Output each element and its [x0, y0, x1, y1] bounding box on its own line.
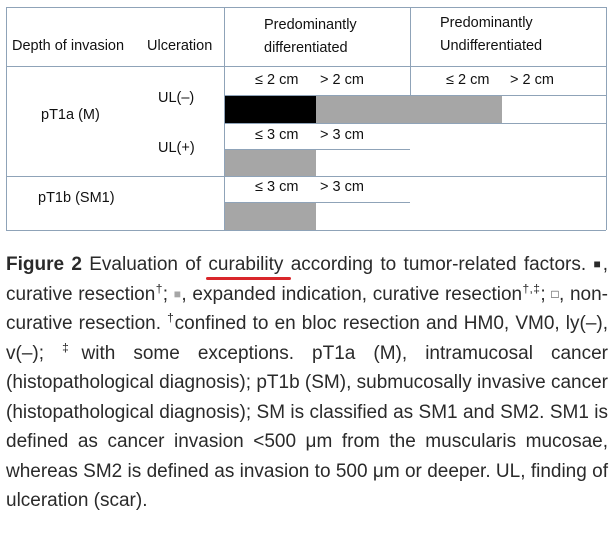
red-underline [206, 277, 292, 280]
col-divider-undiff [410, 7, 411, 123]
caption-text: with some exceptions. pT1a (M), intramuc… [6, 342, 608, 512]
size-label-gt2-diff: > 2 cm [320, 72, 364, 88]
col-divider-diff [224, 7, 225, 230]
header-predominantly-undifferentiated-2: Undifferentiated [440, 38, 543, 54]
row-label-pt1b: pT1b (SM1) [38, 190, 115, 206]
caption-text: ; [162, 283, 174, 305]
caption-text: , curative resection [6, 254, 608, 305]
header-bottom-border [6, 66, 606, 67]
caption-text: Evaluation of [81, 254, 209, 275]
ddagger-footnote: ‡ [62, 340, 82, 355]
caption-text: , non-curative resection. [6, 283, 608, 335]
row-line-3 [224, 149, 410, 150]
size-label-le2-diff: ≤ 2 cm [255, 72, 299, 88]
row-label-ul-neg: UL(–) [158, 90, 195, 106]
section-divider [6, 176, 606, 177]
table-top-border [6, 7, 606, 8]
header-predominantly-undifferentiated-1: Predominantly [440, 15, 533, 31]
gray-square-icon: ■ [173, 286, 182, 301]
size-label-le3-pt1b: ≤ 3 cm [255, 179, 299, 195]
size-label-gt3-pt1b: > 3 cm [320, 179, 364, 195]
cell-expanded-indication-pt1b [225, 203, 316, 230]
row-line-1 [224, 95, 606, 96]
cell-expanded-indication-gt2 [316, 96, 502, 123]
dagger-footnote: † [155, 281, 163, 296]
size-label-gt3-ulpos: > 3 cm [320, 127, 364, 143]
caption-text: , expanded indication, curative resectio… [181, 283, 523, 305]
curability-word: curability [208, 254, 284, 275]
row-label-pt1a: pT1a (M) [41, 107, 100, 123]
header-depth-of-invasion: Depth of invasion [12, 38, 125, 54]
header-predominantly-differentiated-1: Predominantly [264, 17, 357, 33]
row-label-ul-pos: UL(+) [158, 140, 195, 156]
caption-text: confined to en bloc resection and HM0, V… [6, 313, 608, 364]
dagger-footnote-2: † [167, 310, 175, 325]
row-line-4 [224, 202, 410, 203]
cell-curative-resection [225, 96, 316, 123]
row-line-2 [224, 123, 606, 124]
black-square-icon: ■ [593, 257, 603, 271]
figure-label: Figure 2 [6, 254, 82, 275]
figure-caption: Figure 2 Evaluation of curability accord… [6, 250, 608, 516]
caption-text: ; [540, 283, 552, 305]
figure-table: Depth of invasion Ulceration Predominant… [0, 0, 614, 235]
table-right-border [606, 7, 607, 230]
table-bottom-border [6, 230, 606, 231]
curability-underlined: curability [206, 254, 292, 280]
white-square-icon: □ [551, 286, 559, 301]
caption-text: according to tumor-related factors. [283, 254, 594, 275]
size-label-le2-undiff: ≤ 2 cm [446, 72, 490, 88]
header-ulceration: Ulceration [147, 38, 213, 54]
dagger-ddagger-footnote: †,‡ [522, 281, 541, 296]
size-label-le3-ulpos: ≤ 3 cm [255, 127, 299, 143]
cell-expanded-indication-ulpos [225, 150, 316, 176]
header-predominantly-differentiated-2: differentiated [264, 40, 348, 56]
size-label-gt2-undiff: > 2 cm [510, 72, 554, 88]
table-left-border [6, 7, 7, 230]
